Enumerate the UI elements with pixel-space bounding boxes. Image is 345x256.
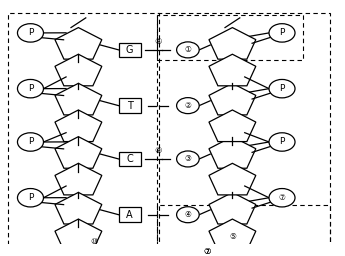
Circle shape [18,188,43,207]
Text: A: A [126,210,133,220]
Text: P: P [28,84,33,93]
Bar [119,152,141,166]
Bar [8,13,159,256]
Circle shape [177,98,199,114]
Bar [157,205,330,256]
Polygon shape [209,163,256,195]
Polygon shape [55,193,102,224]
Bar [157,13,330,256]
Polygon shape [55,137,102,168]
Circle shape [177,207,199,223]
Text: ⑧: ⑧ [154,37,162,46]
Polygon shape [55,83,102,115]
Text: P: P [28,137,33,146]
Circle shape [177,42,199,58]
Text: P: P [279,28,285,37]
Polygon shape [209,137,256,168]
Text: P: P [28,193,33,202]
Text: ⑦: ⑦ [203,247,210,256]
Text: P: P [279,137,285,146]
Bar [157,15,303,60]
Text: ⑩: ⑩ [90,237,98,246]
Polygon shape [209,219,256,251]
Polygon shape [209,110,256,142]
Text: P: P [28,28,33,37]
Text: T: T [127,101,133,111]
Bar [119,207,141,222]
Circle shape [177,151,199,167]
Circle shape [18,133,43,151]
Text: ①: ① [185,45,191,54]
Circle shape [18,79,43,98]
Text: C: C [126,154,133,164]
Circle shape [269,133,295,151]
Text: P: P [279,84,285,93]
Text: G: G [126,45,134,55]
Bar [119,98,141,113]
Polygon shape [209,83,256,115]
Text: ⑨: ⑨ [154,146,162,155]
Circle shape [18,24,43,42]
Polygon shape [209,54,256,86]
Circle shape [269,24,295,42]
Polygon shape [55,219,102,251]
Polygon shape [55,110,102,142]
Polygon shape [55,54,102,86]
Polygon shape [55,163,102,195]
Circle shape [269,188,295,207]
Text: ⑦: ⑦ [278,193,285,202]
Text: ⑦: ⑦ [203,247,210,256]
Text: ④: ④ [185,210,191,219]
Text: ⑤: ⑤ [229,232,236,241]
Polygon shape [209,28,256,59]
Text: ③: ③ [185,154,191,164]
Polygon shape [55,28,102,59]
Text: ②: ② [185,101,191,110]
Circle shape [269,79,295,98]
Polygon shape [209,193,256,224]
Bar [119,42,141,57]
